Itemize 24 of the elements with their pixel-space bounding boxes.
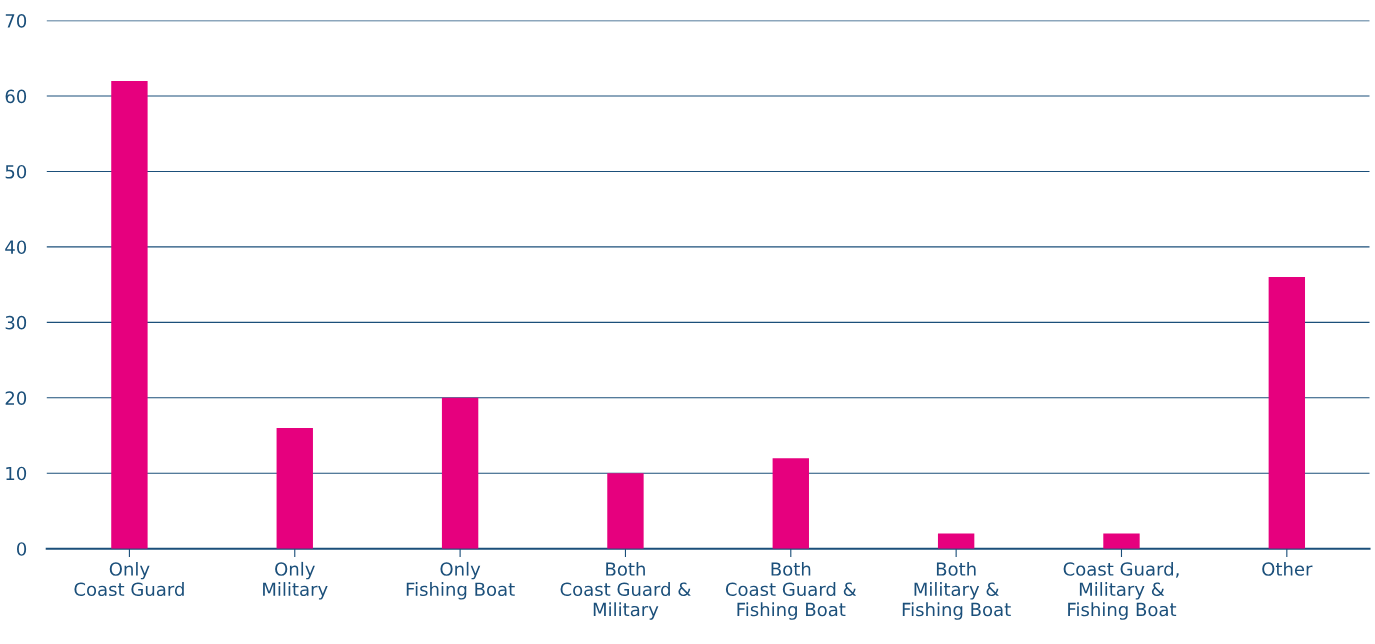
x-tick-label: Only Coast Guard [74,561,184,597]
x-tick-label: Both Military & Fishing Boat [902,561,1011,620]
x-tick-label: Other [1262,561,1313,576]
bar [441,397,479,549]
x-tick-label: Both Coast Guard & Military [560,561,691,620]
bar [111,80,148,549]
y-tick-label: 30 [5,315,27,330]
x-tick-label: Only Military [263,561,328,600]
x-tick-label: Only Fishing Boat [406,561,515,600]
y-tick-label: 60 [5,89,27,104]
x-tick-label: Both Coast Guard & Fishing Boat [725,561,857,620]
bar [1268,277,1306,549]
y-tick-label: 70 [5,14,27,28]
y-tick-label: 50 [5,164,27,179]
bar [772,458,809,549]
bar [937,533,975,549]
bar [1103,533,1140,549]
y-tick-label: 20 [5,391,27,405]
y-tick-label: 0 [17,542,27,556]
y-tick-label: 40 [5,240,27,255]
x-tick-label: Coast Guard, Military & Fishing Boat [1063,561,1179,620]
bar [607,473,644,549]
y-tick-label: 10 [6,466,27,481]
bar [276,427,313,549]
